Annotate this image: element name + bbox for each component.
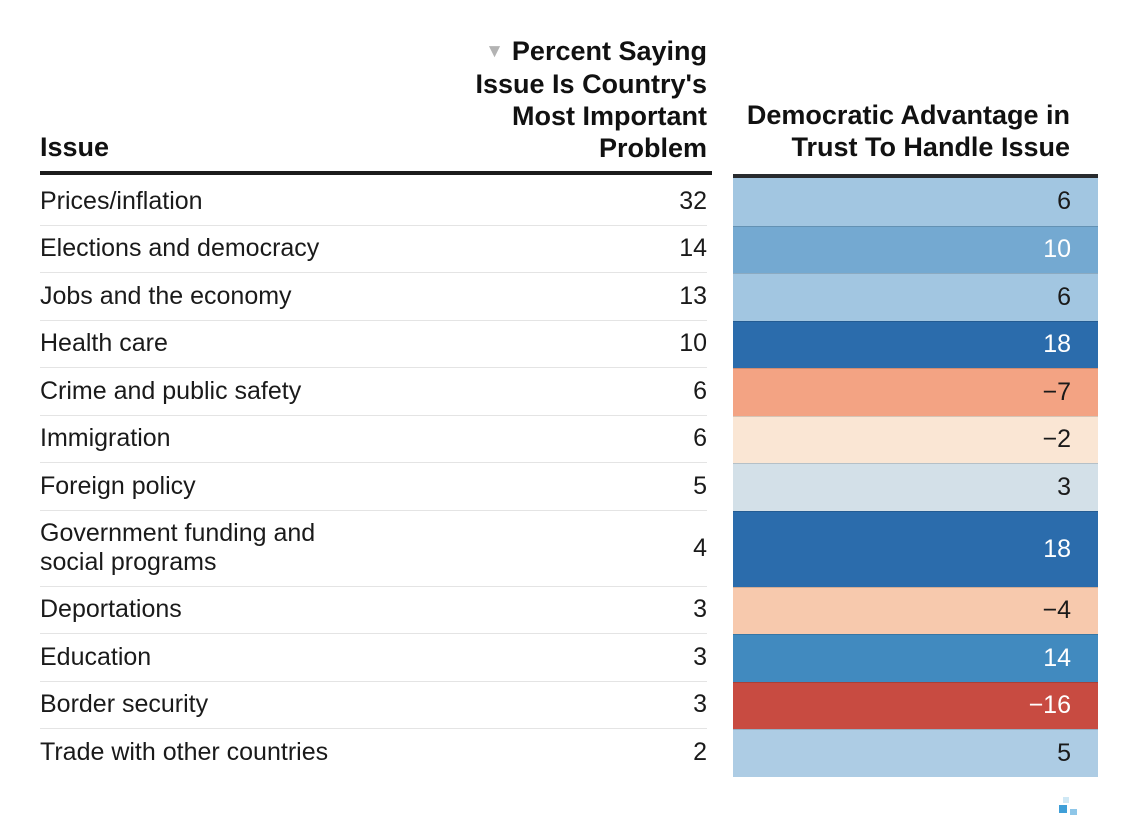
column-gap xyxy=(707,587,733,635)
column-gap xyxy=(707,729,733,777)
column-gap xyxy=(707,368,733,416)
issue-label: Health care xyxy=(40,329,168,358)
table-row: Prices/inflation 32 6 xyxy=(40,178,1098,226)
percent-cell: 4 xyxy=(693,533,707,562)
row-left-cells: Health care 10 xyxy=(40,321,707,368)
issue-cell: Prices/inflation xyxy=(40,178,450,225)
row-left-cells: Foreign policy 5 xyxy=(40,463,707,511)
issue-cell: Government funding and social programs xyxy=(40,511,450,586)
row-left-cells: Jobs and the economy 13 xyxy=(40,273,707,321)
column-gap xyxy=(707,682,733,730)
row-left-cells: Prices/inflation 32 xyxy=(40,178,707,226)
issue-cell: Health care xyxy=(40,321,450,368)
issue-cell: Education xyxy=(40,634,450,681)
issue-label: Prices/inflation xyxy=(40,186,203,215)
issue-label: Jobs and the economy xyxy=(40,281,292,310)
logo-square-icon xyxy=(1059,805,1067,813)
issue-label: Elections and democracy xyxy=(40,234,320,263)
table-row: Jobs and the economy 13 6 xyxy=(40,273,1098,321)
table-row: Crime and public safety 6 −7 xyxy=(40,368,1098,416)
percent-cell: 5 xyxy=(693,471,707,500)
advantage-heatmap-cell: 10 xyxy=(733,225,1098,273)
advantage-heatmap-cell: −16 xyxy=(733,681,1098,729)
advantage-heatmap-cell: 6 xyxy=(733,273,1098,321)
column-gap xyxy=(707,463,733,511)
advantage-heatmap-cell: −7 xyxy=(733,368,1098,416)
row-left-cells: Elections and democracy 14 xyxy=(40,226,707,273)
issue-label: Trade with other countries xyxy=(40,738,329,767)
percent-cell: 3 xyxy=(693,642,707,671)
column-header-percent[interactable]: ▼ Percent Saying Issue Is Country's Most … xyxy=(476,35,708,164)
table-row: Immigration 6 −2 xyxy=(40,415,1098,464)
advantage-heatmap-cell: 14 xyxy=(733,634,1098,682)
header-rule-left xyxy=(40,171,712,175)
issue-cell: Border security xyxy=(40,682,450,729)
advantage-heatmap-cell: 5 xyxy=(733,729,1098,777)
row-left-cells: Immigration 6 xyxy=(40,416,707,463)
sort-descending-icon: ▼ xyxy=(485,41,504,62)
row-left-cells: Deportations 3 xyxy=(40,587,707,634)
column-header-percent-label: Percent Saying Issue Is Country's Most I… xyxy=(475,36,708,163)
table-row: Border security 3 −16 xyxy=(40,681,1098,730)
percent-cell: 2 xyxy=(693,738,707,767)
issue-label: Deportations xyxy=(40,595,182,624)
percent-cell: 3 xyxy=(693,690,707,719)
row-left-cells: Crime and public safety 6 xyxy=(40,368,707,416)
advantage-heatmap-cell: −2 xyxy=(733,415,1098,463)
datawrapper-logo-partial[interactable] xyxy=(1056,796,1082,817)
column-gap xyxy=(707,226,733,274)
advantage-heatmap-cell: 18 xyxy=(733,320,1098,368)
issue-label: Immigration xyxy=(40,424,171,453)
table-row: Government funding and social programs 4… xyxy=(40,510,1098,587)
percent-cell: 14 xyxy=(679,234,707,263)
table-row: Elections and democracy 14 10 xyxy=(40,225,1098,274)
issue-label: Border security xyxy=(40,690,209,719)
column-gap xyxy=(707,416,733,464)
issue-label: Crime and public safety xyxy=(40,376,302,405)
column-gap xyxy=(707,634,733,682)
column-gap xyxy=(707,321,733,369)
header-rule-right xyxy=(733,174,1098,178)
advantage-heatmap-cell: −4 xyxy=(733,586,1098,634)
column-gap xyxy=(707,273,733,321)
percent-cell: 6 xyxy=(693,376,707,405)
percent-cell: 3 xyxy=(693,595,707,624)
column-gap xyxy=(707,511,733,587)
column-header-advantage[interactable]: Democratic Advantage in Trust To Handle … xyxy=(746,100,1070,162)
issue-cell: Jobs and the economy xyxy=(40,273,450,320)
table-row: Deportations 3 −4 xyxy=(40,586,1098,635)
row-left-cells: Government funding and social programs 4 xyxy=(40,511,707,587)
percent-cell: 32 xyxy=(679,186,707,215)
advantage-heatmap-cell: 3 xyxy=(733,463,1098,511)
column-header-issue[interactable]: Issue xyxy=(40,132,110,162)
issue-cell: Elections and democracy xyxy=(40,226,450,273)
percent-cell: 6 xyxy=(693,424,707,453)
logo-square-icon xyxy=(1063,797,1069,803)
advantage-heatmap-cell: 18 xyxy=(733,510,1098,587)
issue-cell: Crime and public safety xyxy=(40,368,450,415)
logo-square-icon xyxy=(1070,809,1077,815)
percent-cell: 13 xyxy=(679,281,707,310)
issue-label: Government funding and social programs xyxy=(40,519,316,576)
column-gap xyxy=(707,178,733,226)
table-row: Foreign policy 5 3 xyxy=(40,463,1098,511)
issue-cell: Trade with other countries xyxy=(40,729,450,777)
advantage-heatmap-cell: 6 xyxy=(733,178,1098,226)
table-row: Health care 10 18 xyxy=(40,320,1098,369)
issue-label: Education xyxy=(40,642,152,671)
percent-cell: 10 xyxy=(679,329,707,358)
row-left-cells: Border security 3 xyxy=(40,682,707,729)
table-row: Trade with other countries 2 5 xyxy=(40,729,1098,777)
table-row: Education 3 14 xyxy=(40,634,1098,682)
row-left-cells: Education 3 xyxy=(40,634,707,682)
issue-cell: Deportations xyxy=(40,587,450,634)
row-left-cells: Trade with other countries 2 xyxy=(40,729,707,777)
issue-cell: Foreign policy xyxy=(40,463,450,510)
issue-label: Foreign policy xyxy=(40,471,196,500)
table-body: Prices/inflation 32 6 Elections and demo… xyxy=(40,178,1098,777)
issue-cell: Immigration xyxy=(40,416,450,463)
